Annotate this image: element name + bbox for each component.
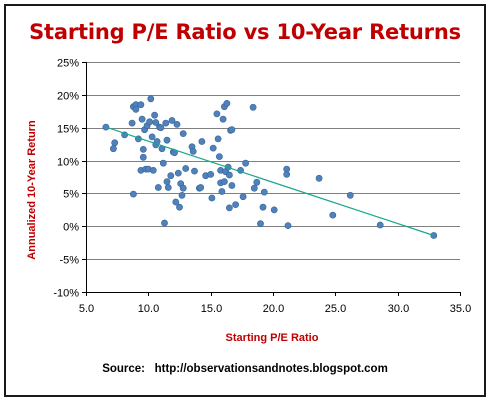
data-point (148, 133, 156, 141)
x-tick-label: 20.0 (263, 303, 284, 315)
y-tick-label: -5% (59, 255, 79, 267)
data-point (208, 194, 216, 202)
data-point (315, 174, 323, 182)
data-point (283, 170, 291, 178)
data-point (174, 169, 182, 177)
chart-title: Starting P/E Ratio vs 10-Year Returns (29, 20, 461, 44)
x-tick-labels: 5.0 10.0 15.0 20.0 25.0 30.0 35.0 (79, 303, 471, 315)
y-tick-label: 10% (57, 157, 79, 169)
data-point (159, 159, 167, 167)
x-tick-label: 15.0 (201, 303, 222, 315)
x-tick-label: 35.0 (450, 303, 471, 315)
data-point (242, 159, 249, 167)
y-tick-label: 5% (63, 189, 79, 201)
data-point (225, 171, 233, 179)
data-point (162, 119, 170, 127)
data-point (128, 119, 136, 127)
data-point (253, 178, 261, 186)
data-point (149, 166, 157, 174)
data-point (232, 201, 239, 208)
data-point (270, 206, 278, 214)
y-tick-label: -10% (53, 288, 79, 300)
data-point (161, 219, 168, 227)
data-point (110, 145, 117, 153)
gridlines (86, 62, 460, 293)
data-point (219, 115, 227, 123)
data-point (214, 135, 222, 143)
data-point (239, 193, 247, 201)
trendline-group (105, 126, 434, 237)
data-point (376, 221, 384, 229)
data-point (209, 144, 217, 152)
data-point (178, 191, 186, 199)
data-point (138, 115, 146, 123)
data-point (250, 184, 258, 192)
data-point (179, 184, 187, 192)
data-point (172, 198, 180, 206)
chart-frame (4, 4, 486, 397)
y-axis-label: Annualized 10-Year Return (26, 120, 38, 260)
data-point (111, 139, 119, 147)
data-point (284, 222, 292, 229)
data-point (329, 211, 337, 219)
data-point (215, 153, 223, 160)
data-point (182, 165, 190, 172)
data-point (164, 184, 172, 191)
x-tick-label: 10.0 (138, 303, 159, 315)
data-point (147, 95, 155, 103)
data-point (151, 111, 158, 119)
y-tick-label: 20% (57, 91, 79, 103)
data-point (168, 117, 176, 124)
axes (82, 62, 461, 296)
data-point (197, 184, 205, 191)
data-point (257, 220, 264, 228)
data-point (157, 124, 165, 132)
data-point (218, 188, 226, 195)
data-point (228, 126, 236, 134)
x-tick-label: 25.0 (325, 303, 346, 315)
source-note: Source: http://observationsandnotes.blog… (102, 363, 388, 375)
y-tick-label: 0% (63, 222, 79, 234)
y-tick-labels: -10% -5% 0% 5% 10% 15% 20% 25% (53, 58, 79, 300)
data-point (223, 100, 231, 107)
data-point (167, 172, 175, 180)
data-points (102, 95, 438, 239)
data-point (198, 138, 206, 145)
data-point (189, 147, 197, 155)
data-point (228, 182, 236, 189)
x-axis-label: Starting P/E Ratio (225, 332, 319, 344)
data-point (179, 130, 187, 137)
x-tick-label: 30.0 (388, 303, 409, 315)
data-point (173, 121, 181, 128)
data-point (260, 188, 268, 196)
data-point (129, 190, 137, 198)
data-point (137, 101, 145, 109)
data-point (176, 203, 183, 211)
y-tick-label: 25% (57, 58, 79, 70)
data-point (225, 204, 233, 212)
data-point (139, 153, 147, 161)
data-point (163, 178, 171, 185)
data-point (207, 170, 215, 178)
data-point (139, 145, 147, 153)
data-point (154, 184, 162, 191)
data-point (191, 167, 198, 175)
data-point (259, 203, 267, 211)
data-point (220, 178, 228, 185)
data-point (152, 119, 160, 126)
data-point (132, 105, 140, 113)
trendline (105, 126, 434, 237)
data-point (249, 103, 257, 111)
x-tick-label: 5.0 (79, 303, 94, 315)
y-tick-label: 15% (57, 124, 79, 136)
data-point (346, 191, 354, 199)
data-point (163, 136, 171, 144)
data-point (146, 118, 153, 126)
data-point (213, 110, 221, 118)
